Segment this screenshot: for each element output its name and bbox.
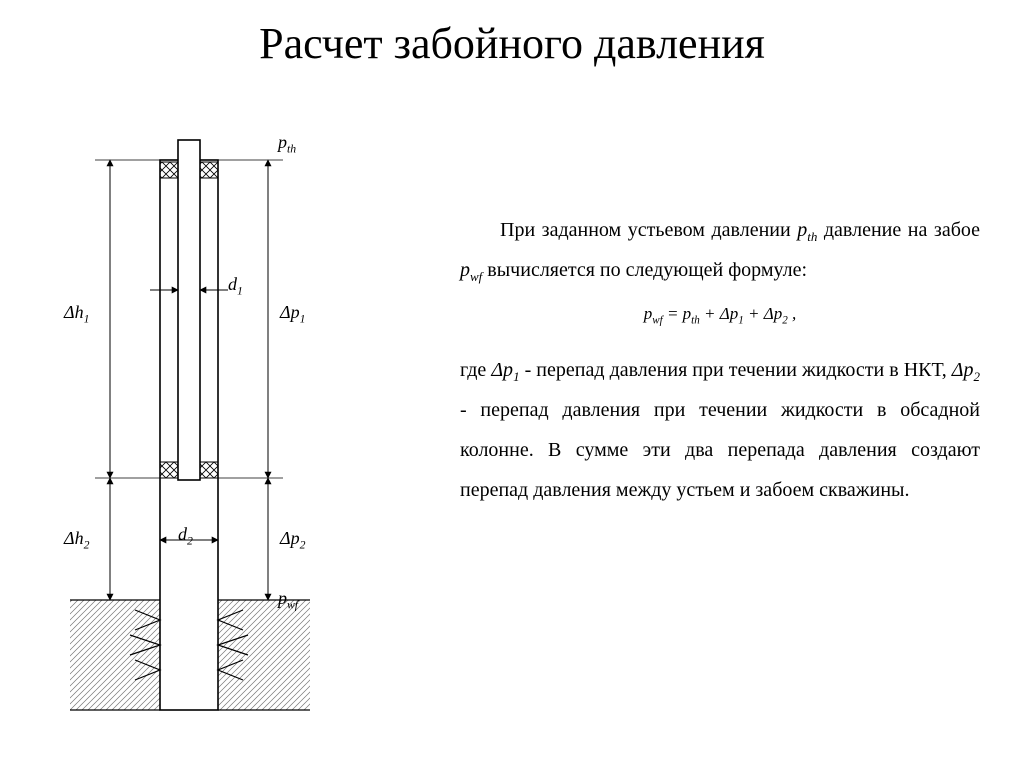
label-dh2: Δh2 — [64, 528, 89, 552]
label-dp2: Δp2 — [280, 528, 305, 552]
wellbore-diagram: pth pwf Δh1 Δh2 Δp1 Δp2 d1 d2 — [50, 130, 380, 730]
formula: pwf = pth + Δp1 + Δp2 , — [460, 304, 980, 328]
label-dp1: Δp1 — [280, 302, 305, 326]
page-title: Расчет забойного давления — [0, 18, 1024, 69]
label-p-wf: pwf — [278, 588, 298, 612]
paragraph-1: При заданном устьевом давлении pth давле… — [460, 210, 980, 290]
paragraph-2: где Δp1 - перепад давления при течении ж… — [460, 350, 980, 510]
wellbore-svg — [50, 130, 380, 730]
label-d1: d1 — [228, 274, 243, 298]
label-p-th: pth — [278, 132, 296, 156]
label-d2: d2 — [178, 524, 193, 548]
description-text: При заданном устьевом давлении pth давле… — [460, 210, 980, 510]
label-dh1: Δh1 — [64, 302, 89, 326]
